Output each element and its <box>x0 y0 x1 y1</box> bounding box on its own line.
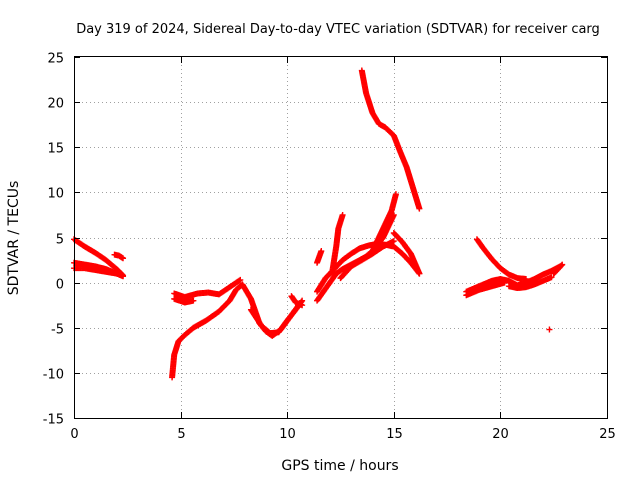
grid-lines <box>74 57 607 418</box>
data-point <box>299 302 306 309</box>
y-tick-label: 5 <box>56 233 64 248</box>
plot-frame <box>74 56 608 419</box>
data-point <box>113 270 120 277</box>
series-arc-u <box>463 279 508 299</box>
data-point <box>392 191 399 198</box>
x-tick-label: 25 <box>599 427 616 442</box>
y-tick-label: 20 <box>47 97 64 112</box>
data-point <box>501 279 508 286</box>
data-point <box>559 261 566 268</box>
x-tick-label: 20 <box>492 427 509 442</box>
y-tick-label: 10 <box>47 187 64 202</box>
data-point <box>558 262 565 269</box>
data-point <box>120 255 127 262</box>
y-tick-label: -15 <box>43 413 64 428</box>
x-tick-label: 5 <box>177 427 185 442</box>
y-tick-label: -5 <box>51 323 64 338</box>
chart-title: Day 319 of 2024, Sidereal Day-to-day VTE… <box>76 22 600 37</box>
x-tick-label: 0 <box>70 427 78 442</box>
series-arc-s <box>473 236 529 283</box>
series-arc-o <box>358 211 397 264</box>
data-point <box>237 276 244 283</box>
series-arc-q <box>358 67 423 212</box>
series-outlier <box>546 326 553 333</box>
series-arc-i <box>288 293 306 309</box>
series-arc-g <box>171 295 197 306</box>
y-tick-label: -10 <box>43 368 64 383</box>
series-arc-p <box>369 191 399 255</box>
axis-ticks: 0 5 10 15 20 25 -15 -10 -5 0 5 10 15 20 25 <box>43 52 616 443</box>
series-arc-d <box>111 251 127 262</box>
x-axis-label: GPS time / hours <box>281 458 398 474</box>
series-arc-m <box>328 211 346 277</box>
y-tick-label: 0 <box>56 278 64 293</box>
data-point <box>190 297 197 304</box>
y-axis-label: SDTVAR / TECUs <box>6 181 22 296</box>
series-arc-h <box>247 297 306 337</box>
series-arc-r <box>390 229 423 277</box>
data-point <box>339 211 346 218</box>
data-point <box>390 238 397 245</box>
y-tick-label: 25 <box>47 52 64 67</box>
series-arc-v <box>505 274 555 292</box>
data-point <box>318 248 325 255</box>
x-tick-label: 15 <box>386 427 403 442</box>
y-tick-label: 15 <box>47 142 64 157</box>
data-point <box>546 326 553 333</box>
series-arc-f <box>171 276 244 301</box>
x-tick-label: 10 <box>279 427 296 442</box>
data-point <box>416 205 423 212</box>
data-point <box>120 273 127 280</box>
data-point <box>416 270 423 277</box>
data-point <box>548 274 555 281</box>
series-arc-w <box>550 261 566 277</box>
data-marks <box>71 67 566 381</box>
series-arc-l <box>314 248 325 266</box>
